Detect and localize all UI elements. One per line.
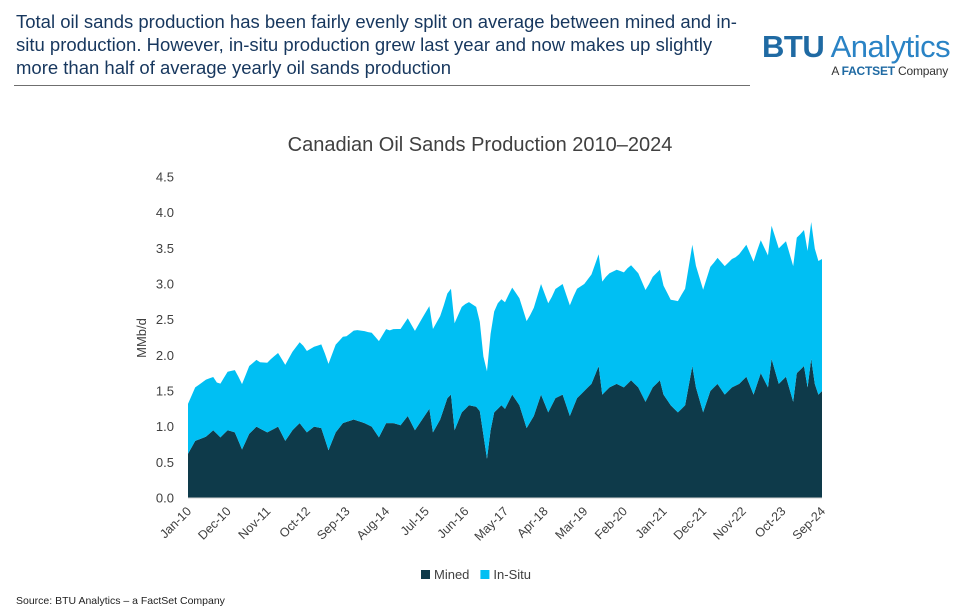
x-tick-label: Oct-12 — [277, 504, 313, 540]
x-tick-label: Sep-24 — [790, 504, 828, 542]
x-tick-label: Jan-21 — [633, 504, 670, 541]
chart-title: Canadian Oil Sands Production 2010–2024 — [288, 134, 673, 156]
legend-label-insitu: In-Situ — [493, 567, 531, 582]
legend-label-mined: Mined — [434, 567, 469, 582]
y-tick-label: 1.5 — [156, 384, 174, 399]
logo-tagline: A FACTSET Company — [762, 64, 948, 78]
x-tick-label: May-17 — [472, 504, 511, 543]
y-tick-label: 3.5 — [156, 241, 174, 256]
y-tick-label: 0.0 — [156, 491, 174, 506]
btu-analytics-logo: BTU Analytics A FACTSET Company — [762, 30, 952, 79]
logo-sub-suffix: Company — [894, 64, 948, 78]
logo-sub-prefix: A — [831, 64, 842, 78]
legend-swatch-mined — [421, 570, 430, 579]
y-tick-label: 2.5 — [156, 312, 174, 327]
x-tick-label: Feb-20 — [592, 504, 630, 542]
y-axis-label: MMb/d — [134, 318, 149, 358]
x-tick-label: Oct-23 — [752, 504, 788, 540]
x-tick-label: Jul-15 — [398, 504, 432, 538]
headline-divider — [14, 85, 750, 86]
x-axis: Jan-10 Dec-10 Nov-11 Oct-12 Sep-13 Aug-14 Jul-… — [157, 497, 828, 544]
x-tick-label: Dec-10 — [195, 504, 233, 542]
y-tick-label: 0.5 — [156, 455, 174, 470]
x-tick-label: Aug-14 — [354, 504, 392, 542]
x-tick-label: Nov-22 — [710, 504, 748, 542]
x-tick-label: Nov-11 — [236, 504, 274, 542]
logo-btu: BTU — [762, 29, 825, 64]
area-series-insitu — [188, 221, 822, 459]
x-tick-label: Jun-16 — [435, 504, 472, 541]
logo-factset: FACTSET — [841, 64, 895, 78]
x-tick-label: Dec-21 — [671, 504, 709, 542]
y-tick-label: 2.0 — [156, 348, 174, 363]
y-tick-label: 3.0 — [156, 277, 174, 292]
y-tick-label: 4.5 — [156, 170, 174, 185]
logo-analytics: Analytics — [824, 29, 951, 64]
legend-swatch-insitu — [480, 570, 490, 579]
source-note: Source: BTU Analytics – a FactSet Compan… — [16, 595, 225, 607]
stacked-areas — [188, 221, 822, 498]
legend: Mined In-Situ — [421, 567, 531, 582]
x-tick-label: Sep-13 — [314, 504, 352, 542]
x-tick-label: Mar-19 — [552, 504, 590, 542]
area-series-mined — [188, 358, 822, 498]
y-tick-label: 4.0 — [156, 205, 174, 220]
y-tick-label: 1.0 — [156, 419, 174, 434]
x-tick-label: Jan-10 — [157, 504, 194, 541]
y-axis: 0.0 0.5 1.0 1.5 2.0 2.5 3.0 3.5 4.0 4.5 — [156, 170, 174, 506]
headline: Total oil sands production has been fair… — [16, 11, 737, 78]
x-tick-label: Apr-18 — [514, 504, 550, 540]
logo-wordmark: BTU Analytics — [762, 30, 952, 64]
